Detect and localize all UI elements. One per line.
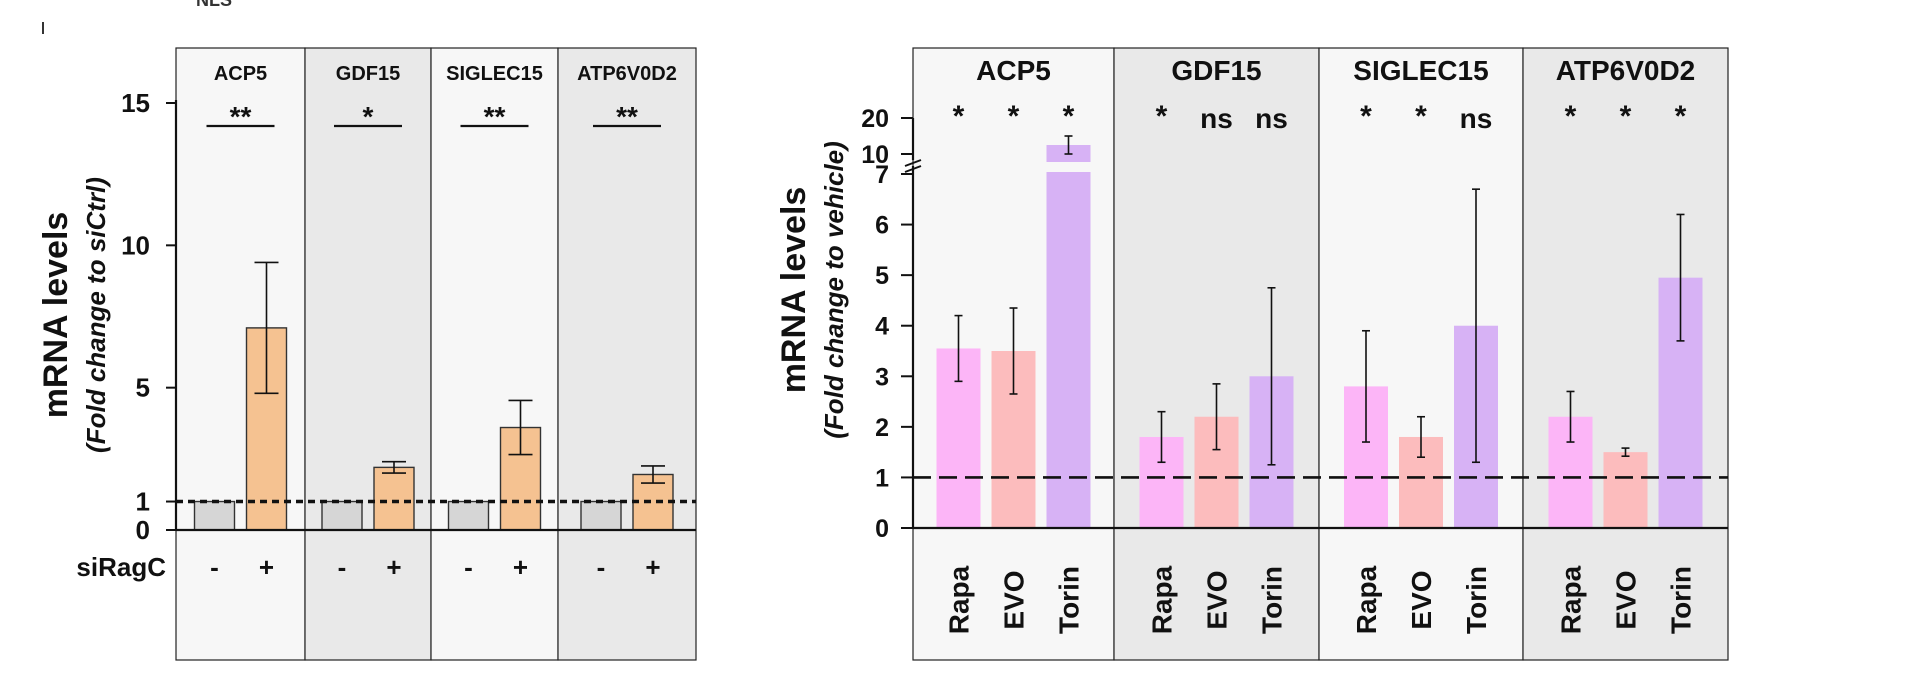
chart-drug-treatment: ACP5 GDF15 SIGLEC15 ATP6V0D2 * Rapa * EVO * Torin… (775, 47, 1729, 661)
y-tick-label-1: 1 (875, 464, 889, 492)
panel-label-acp5: ACP5 (214, 63, 267, 85)
y-tick-label-5: 5 (136, 373, 150, 403)
bar-atp6v0d2-minus (580, 500, 622, 531)
y-tick-label-5: 5 (875, 262, 889, 290)
x-axis-title: siRagC (76, 552, 166, 582)
x-tick-label-siglec15-evo: EVO (1406, 570, 1437, 629)
x-tick-label-atp6v0d2-minus: - (597, 552, 606, 582)
y-axis-title: mRNA levels (775, 187, 813, 394)
x-tick-label-atp6v0d2-rapa: Rapa (1556, 565, 1587, 634)
panel-label-gdf15: GDF15 (1171, 55, 1261, 86)
chart-sirag-c: ACP5 GDF15 SIGLEC15 ATP6V0D2 - + ** - + * - + ** - + **… (37, 47, 697, 661)
left-edge-mark (42, 22, 44, 34)
y-tick-label-1: 1 (136, 487, 150, 517)
x-tick-label-acp5-evo: EVO (999, 570, 1030, 629)
y-tick-label-0: 0 (875, 515, 889, 543)
y-tick-label-15: 15 (121, 88, 150, 118)
x-tick-label-atp6v0d2-plus: + (645, 552, 660, 582)
y-tick-label-2: 2 (875, 414, 889, 442)
x-tick-label-gdf15-evo: EVO (1202, 570, 1233, 629)
bar-acp5-minus (193, 500, 236, 531)
x-tick-label-gdf15-torin: Torin (1257, 566, 1288, 634)
significance-siglec15-evo: * (1415, 100, 1427, 133)
significance-acp5-rapa: * (953, 100, 965, 133)
y-tick-label-0: 0 (136, 515, 150, 545)
y-axis-break-mark-top (904, 159, 922, 167)
x-tick-label-siglec15-torin: Torin (1461, 566, 1492, 634)
x-tick-label-gdf15-plus: + (386, 552, 401, 582)
bar-siglec15-minus (447, 500, 490, 531)
y-tick-label-4: 4 (875, 313, 889, 341)
bar-atp6v0d2-evo (1603, 452, 1648, 528)
y-tick-label-3: 3 (875, 363, 889, 391)
panel-label-siglec15: SIGLEC15 (446, 63, 543, 85)
significance-siglec15-torin: ns (1460, 103, 1493, 134)
significance-atp6v0d2: ** (616, 101, 638, 132)
panel-atp6v0d2-background (557, 47, 697, 661)
bar-gdf15-plus (373, 466, 415, 531)
significance-atp6v0d2-evo: * (1620, 100, 1632, 133)
x-tick-label-atp6v0d2-evo: EVO (1611, 570, 1642, 629)
bar-gdf15-minus (321, 500, 363, 531)
significance-acp5: ** (230, 101, 252, 132)
panel-gdf15-background (304, 47, 432, 661)
significance-gdf15: * (363, 101, 374, 132)
y-axis-break-mark-bottom (904, 165, 922, 173)
x-tick-label-gdf15-minus: - (338, 552, 347, 582)
significance-gdf15-torin: ns (1255, 103, 1288, 134)
y-tick-label-20: 20 (861, 105, 889, 133)
significance-gdf15-evo: ns (1200, 103, 1233, 134)
panel-label-gdf15: GDF15 (336, 63, 400, 85)
y-tick-label-10: 10 (861, 141, 889, 169)
panel-label-atp6v0d2: ATP6V0D2 (1556, 55, 1696, 86)
y-tick-label-7: 7 (875, 161, 889, 189)
significance-siglec15-rapa: * (1360, 100, 1372, 133)
y-axis-subtitle: (Fold change to siCtrl) (81, 177, 111, 453)
y-tick-label-6: 6 (875, 212, 889, 240)
x-tick-label-acp5-minus: - (210, 552, 219, 582)
y-axis-subtitle: (Fold change to vehicle) (819, 141, 849, 439)
x-tick-label-acp5-rapa: Rapa (944, 565, 975, 634)
x-tick-label-siglec15-rapa: Rapa (1351, 565, 1382, 634)
significance-siglec15: ** (484, 101, 506, 132)
x-tick-label-atp6v0d2-torin: Torin (1666, 566, 1697, 634)
bar-acp5-torin (1046, 172, 1091, 528)
panel-label-acp5: ACP5 (976, 55, 1051, 86)
significance-acp5-torin: * (1063, 100, 1075, 133)
significance-gdf15-rapa: * (1156, 100, 1168, 133)
significance-atp6v0d2-torin: * (1675, 100, 1687, 133)
x-tick-label-acp5-torin: Torin (1054, 566, 1085, 634)
significance-acp5-evo: * (1008, 100, 1020, 133)
y-axis-title: mRNA levels (37, 212, 75, 419)
panel-siglec15-background (430, 47, 559, 661)
y-tick-label-10: 10 (121, 230, 150, 260)
significance-atp6v0d2-rapa: * (1565, 100, 1577, 133)
x-tick-label-siglec15-plus: + (513, 552, 528, 582)
panel-label-siglec15: SIGLEC15 (1353, 55, 1488, 86)
x-tick-label-siglec15-minus: - (464, 552, 473, 582)
panel-label-atp6v0d2: ATP6V0D2 (577, 63, 677, 85)
x-tick-label-gdf15-rapa: Rapa (1147, 565, 1178, 634)
x-tick-label-acp5-plus: + (259, 552, 274, 582)
top-fragment-text: NLS (196, 0, 232, 10)
panel-gdf15-background (1113, 47, 1320, 661)
